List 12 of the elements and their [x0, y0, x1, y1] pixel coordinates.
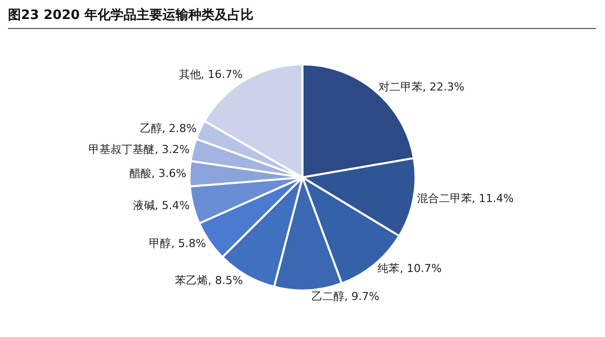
slice-label: 液碱, 5.4% [132, 199, 190, 212]
slice-label: 乙二醇, 9.7% [311, 290, 380, 304]
slice-label: 醋酸, 3.6% [129, 167, 186, 180]
slice-label: 甲基叔丁基醚, 3.2% [88, 142, 190, 156]
slice-label: 纯苯, 10.7% [378, 262, 442, 275]
slice-label: 乙醇, 2.8% [140, 122, 197, 136]
chart-title: 图23 2020 年化学品主要运输种类及占比 [8, 8, 254, 23]
slice-label: 其他, 16.7% [178, 68, 243, 82]
slice-label: 甲醇, 5.8% [149, 236, 206, 250]
slice-label: 苯乙烯, 8.5% [175, 274, 244, 287]
slice-label: 对二甲苯, 22.3% [378, 80, 464, 94]
slice-label: 混合二甲苯, 11.4% [416, 192, 514, 206]
